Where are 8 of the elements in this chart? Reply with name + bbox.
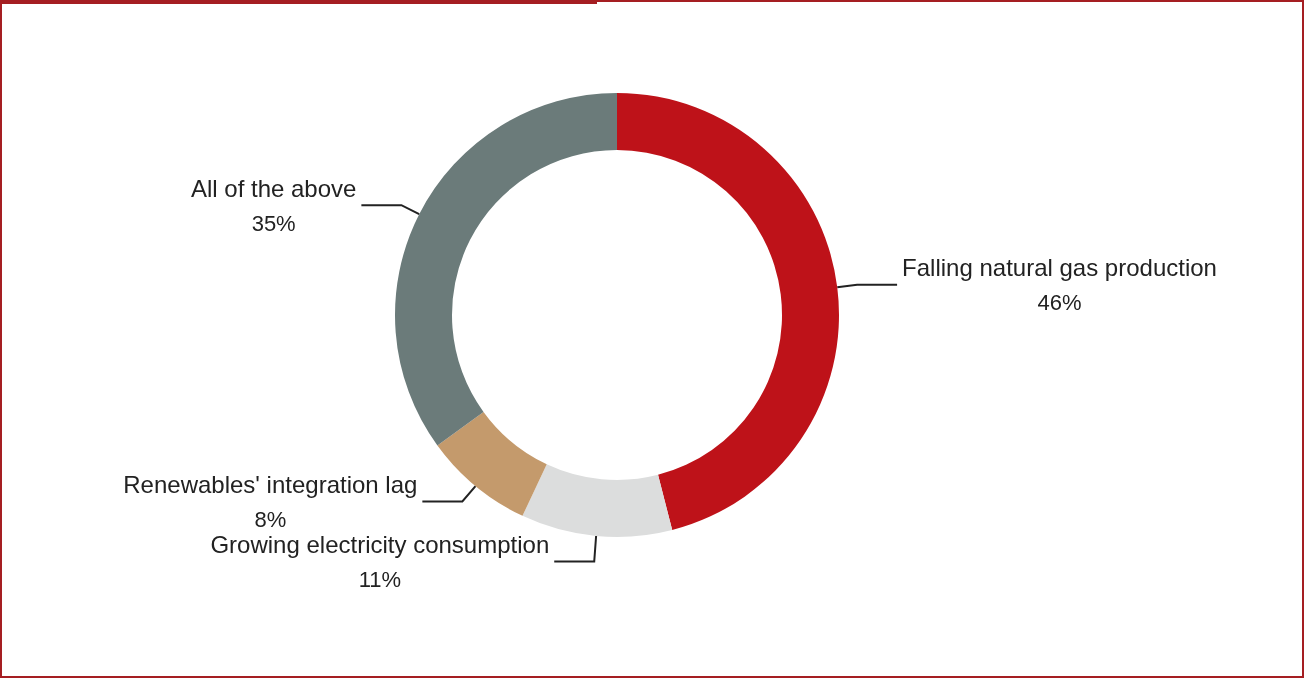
data-label: 35% [251,210,296,236]
slice-label: Falling natural gas production [902,254,1217,282]
slice-label: All of the above [190,174,357,202]
data-label: 11% [358,566,402,592]
slice-label: Growing electricity consumption [210,530,550,558]
slice-label: Renewables' integration lag [123,470,418,498]
data-label: 8% [254,506,287,532]
data-label: 46% [1037,290,1082,316]
